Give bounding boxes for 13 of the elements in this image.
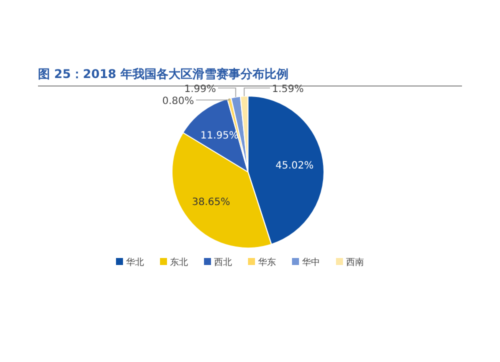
data-label: 1.59% [272,84,304,95]
legend-label: 华中 [302,257,320,268]
legend-label: 西北 [214,257,232,268]
legend-label: 西南 [346,257,364,268]
data-label: 0.80% [162,96,194,107]
data-label: 1.99% [184,84,216,95]
chart-title: 图 25：2018 年我国各大区滑雪赛事分布比例 [38,67,288,81]
data-label: 45.02% [275,160,314,172]
data-label: 11.95% [200,130,239,142]
legend-label: 华东 [258,257,276,268]
data-label: 38.65% [192,197,230,208]
legend-label: 华北 [126,257,144,268]
legend-label: 东北 [170,257,188,268]
